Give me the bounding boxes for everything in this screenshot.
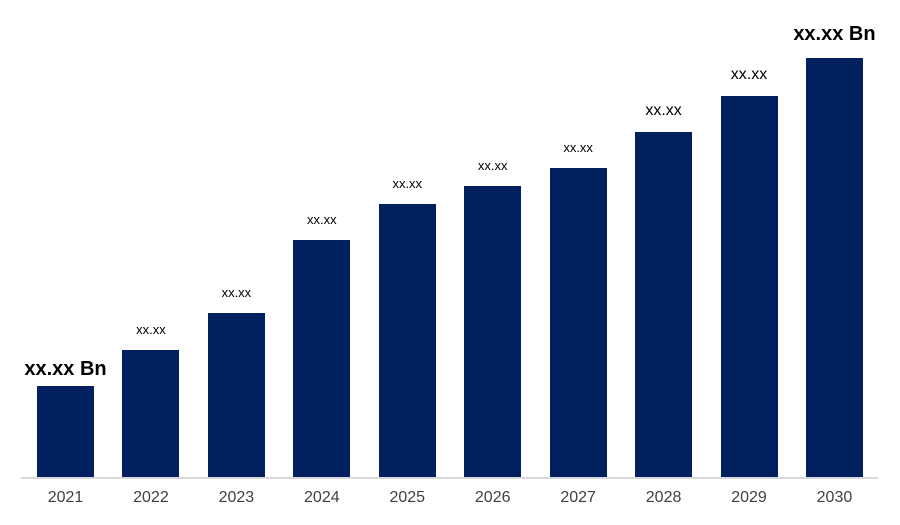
x-tick-2022: 2022 [133, 489, 169, 506]
data-label-2025: xx.xx [392, 176, 423, 192]
bar-column-2026: xx.xx [464, 158, 522, 477]
bar-column-2028: xx.xx [635, 101, 693, 477]
bar-2026 [464, 186, 522, 477]
bar-2021 [37, 386, 94, 477]
x-tick-2025: 2025 [389, 489, 426, 506]
plot-area: xx.xx Bn xx.xx xx.xx xx.xx xx.xx xx.xx xx.xx xx… [24, 23, 876, 477]
x-tick-2023: 2023 [218, 489, 255, 506]
data-label-2022: xx.xx [136, 322, 166, 338]
x-tick-2021: 2021 [47, 489, 84, 506]
data-label-2030: xx.xx Bn [793, 23, 876, 45]
bar-column-2024: xx.xx [293, 212, 351, 477]
bar-column-2022: xx.xx [122, 322, 180, 477]
bar-column-2029: xx.xx [720, 65, 778, 477]
data-label-2024: xx.xx [307, 212, 337, 228]
x-axis-line [21, 477, 878, 479]
bar-2023 [207, 313, 265, 477]
data-label-2029: xx.xx [730, 65, 768, 83]
x-tick-2028: 2028 [645, 489, 682, 506]
x-tick-2026: 2026 [474, 489, 511, 506]
bar-2030 [805, 58, 863, 477]
bar-2024 [293, 240, 351, 477]
x-tick-2030: 2030 [816, 489, 853, 506]
data-label-2023: xx.xx [221, 285, 252, 301]
bar-column-2025: xx.xx [378, 176, 436, 477]
x-axis-tick-labels: 2021 2022 2023 2024 2025 2026 2027 2028 2029 2030 [37, 488, 863, 508]
bar-column-2021: xx.xx Bn [24, 358, 107, 477]
data-label-2027: xx.xx [563, 140, 593, 156]
data-label-2021: xx.xx Bn [24, 358, 107, 380]
bar-column-2023: xx.xx [207, 285, 265, 477]
bar-column-2030: xx.xx Bn [793, 23, 876, 477]
bar-2029 [720, 96, 778, 477]
x-tick-2027: 2027 [560, 489, 596, 506]
bar-column-2027: xx.xx [549, 140, 607, 477]
bar-2022 [122, 350, 180, 477]
x-tick-2029: 2029 [731, 489, 767, 506]
data-label-2028: xx.xx [645, 101, 682, 119]
x-tick-2024: 2024 [304, 489, 340, 506]
bar-2025 [378, 204, 436, 477]
data-label-2026: xx.xx [477, 158, 508, 174]
bar-2028 [635, 132, 693, 477]
bar-2027 [549, 168, 607, 477]
